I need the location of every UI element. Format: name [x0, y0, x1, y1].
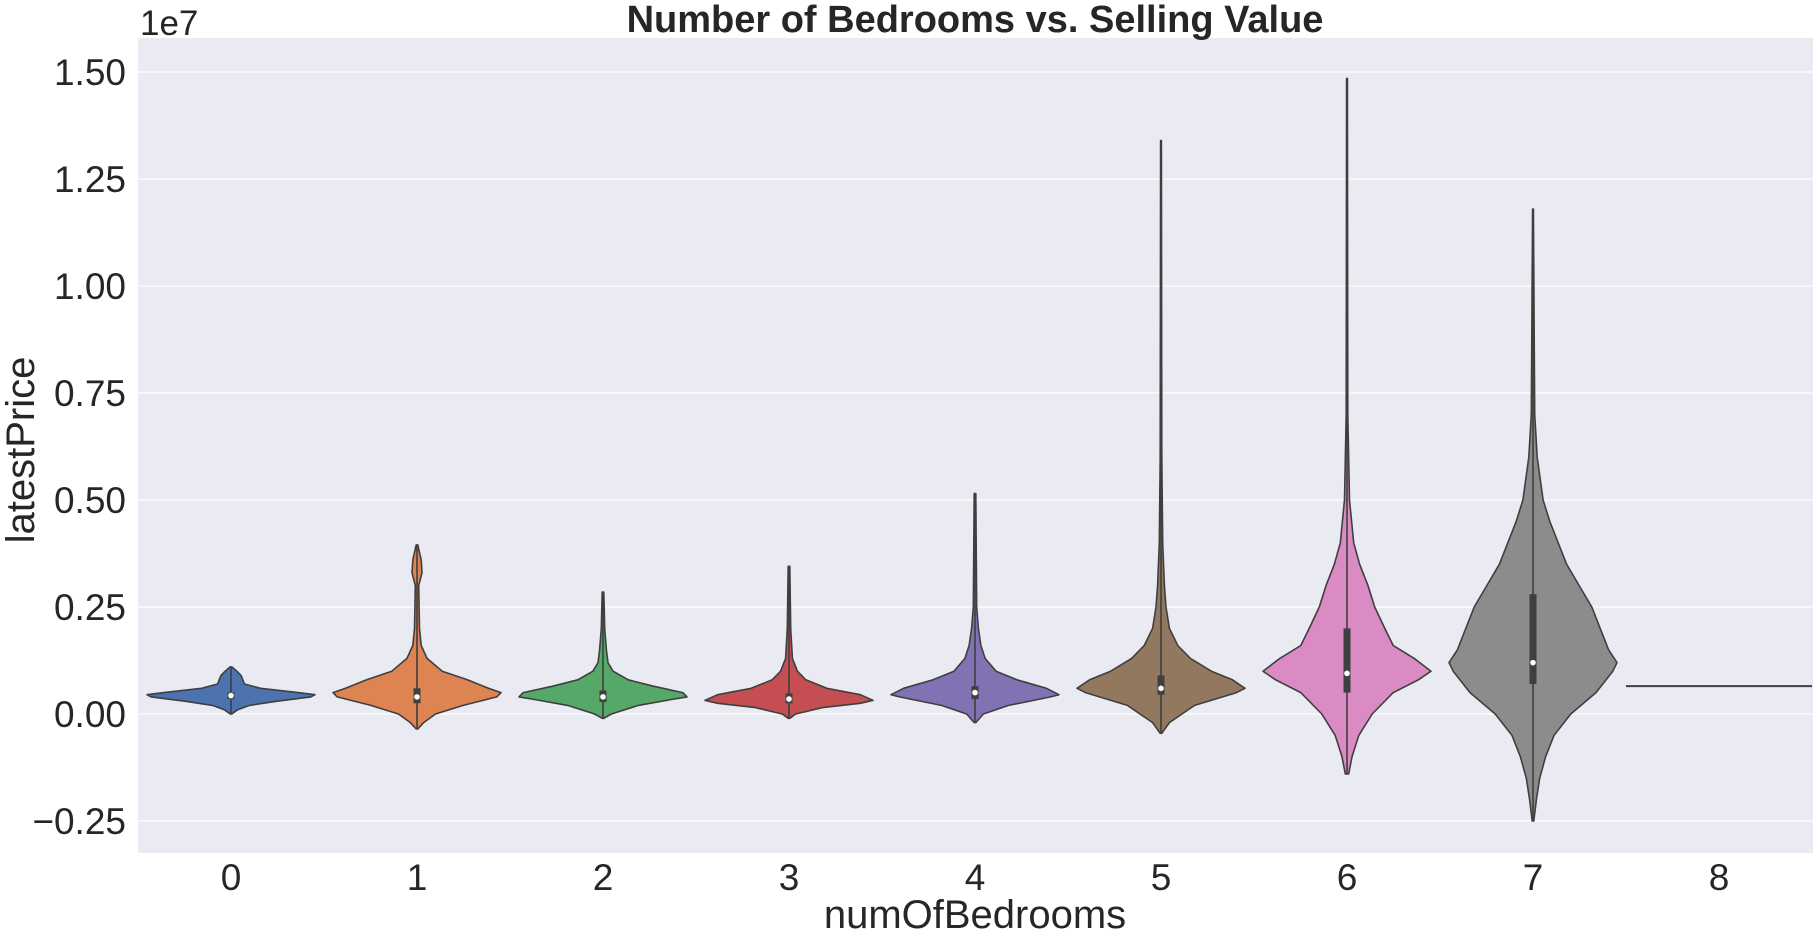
plot-background	[138, 38, 1813, 853]
y-tick-label: 0.75	[54, 373, 126, 414]
violin-iqr-box	[1343, 628, 1351, 693]
x-tick-label: 2	[593, 857, 614, 898]
violin-median	[1158, 685, 1164, 692]
violin-median	[1344, 670, 1350, 677]
violin-median	[786, 696, 792, 702]
x-axis-label: numOfBedrooms	[824, 893, 1126, 937]
y-tick-label: 1.25	[54, 159, 126, 200]
x-tick-label: 0	[221, 857, 242, 898]
y-tick-label: 0.25	[54, 587, 126, 628]
x-tick-label: 6	[1337, 857, 1358, 898]
y-offset-label: 1e7	[140, 4, 198, 43]
y-tick-labels: −0.25 0.00 0.25 0.50 0.75 1.00 1.25 1.50	[32, 52, 126, 842]
chart-title: Number of Bedrooms vs. Selling Value	[627, 0, 1324, 41]
y-tick-label: 0.50	[54, 480, 126, 521]
violin-median	[414, 694, 420, 700]
violin-median	[1530, 659, 1536, 666]
y-tick-label: 1.00	[54, 266, 126, 307]
x-tick-labels: 0 1 2 3 4 5 6 7 8	[221, 857, 1730, 898]
x-tick-label: 1	[407, 857, 428, 898]
violin-median	[600, 694, 606, 700]
x-tick-label: 7	[1523, 857, 1544, 898]
y-tick-label: 0.00	[54, 694, 126, 735]
y-tick-label: −0.25	[32, 801, 126, 842]
violin-iqr-box	[1529, 594, 1537, 685]
x-tick-label: 4	[965, 857, 986, 898]
x-tick-label: 3	[779, 857, 800, 898]
y-axis-label: latestPrice	[0, 357, 43, 544]
violin-median	[228, 692, 234, 699]
violin-median	[972, 689, 978, 696]
violin-iqr-box	[1157, 675, 1165, 695]
x-tick-label: 5	[1151, 857, 1172, 898]
violin-group	[146, 77, 1812, 822]
y-tick-label: 1.50	[54, 52, 126, 93]
x-tick-label: 8	[1709, 857, 1730, 898]
